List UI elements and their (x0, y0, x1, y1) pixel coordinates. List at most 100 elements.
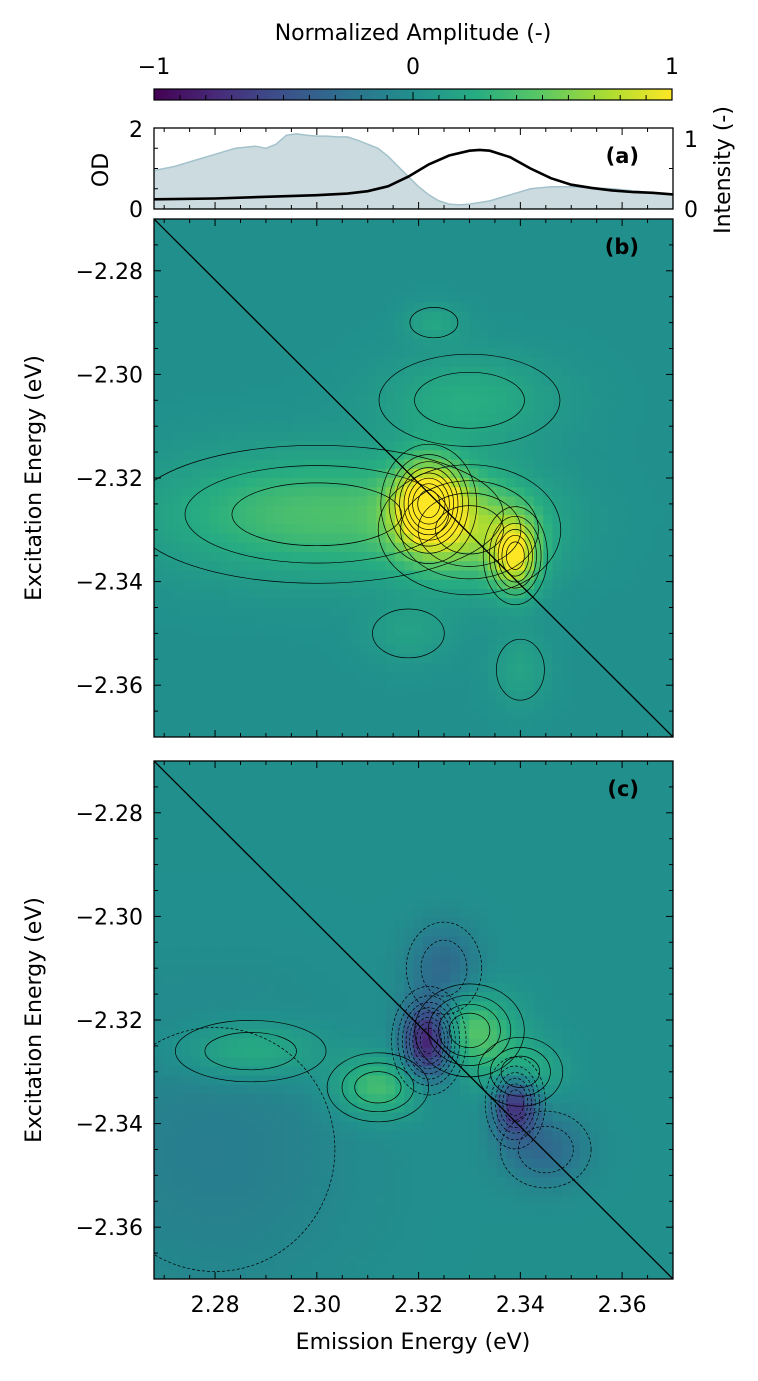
heatmap-cell (358, 395, 368, 405)
heatmap-cell (265, 561, 275, 571)
heatmap-cell (478, 617, 488, 627)
heatmap-cell (636, 460, 646, 470)
heatmap-cell (274, 265, 284, 275)
heatmap-cell (654, 728, 664, 738)
heatmap-cell (274, 219, 284, 229)
heatmap-cell (478, 663, 488, 673)
heatmap-cell (358, 376, 368, 386)
heatmap-cell (163, 441, 173, 451)
heatmap-cell (469, 432, 479, 442)
heatmap-cell (265, 1242, 275, 1252)
heatmap-cell (312, 626, 322, 636)
heatmap-cell (302, 1233, 312, 1243)
heatmap-cell (247, 386, 257, 396)
heatmap-cell (654, 358, 664, 368)
heatmap-cell (543, 247, 553, 257)
heatmap-cell (515, 608, 525, 618)
heatmap-cell (256, 312, 266, 322)
heatmap-cell (414, 376, 424, 386)
heatmap-cell (617, 376, 627, 386)
heatmap-cell (580, 386, 590, 396)
heatmap-cell (478, 709, 488, 719)
heatmap-cell (293, 580, 303, 590)
heatmap-cell (553, 460, 563, 470)
heatmap-cell (386, 826, 396, 836)
heatmap-cell (654, 404, 664, 414)
heatmap-cell (386, 321, 396, 331)
heatmap-cell (553, 663, 563, 673)
heatmap-cell (590, 284, 600, 294)
heatmap-cell (506, 330, 516, 340)
heatmap-cell (293, 844, 303, 854)
heatmap-cell (284, 635, 294, 645)
heatmap-cell (553, 478, 563, 488)
heatmap-cell (163, 608, 173, 618)
heatmap-cell (256, 955, 266, 965)
heatmap-cell (284, 937, 294, 947)
heatmap-cell (590, 339, 600, 349)
heatmap-cell (376, 635, 386, 645)
heatmap-cell (645, 672, 655, 682)
heatmap-cell (358, 321, 368, 331)
heatmap-cell (182, 330, 192, 340)
heatmap-cell (237, 1048, 247, 1058)
heatmap-cell (330, 1048, 340, 1058)
heatmap-cell (154, 404, 164, 414)
heatmap-cell (330, 432, 340, 442)
heatmap-cell (488, 404, 498, 414)
heatmap-cell (182, 983, 192, 993)
heatmap-cell (358, 413, 368, 423)
heatmap-cell (237, 1224, 247, 1234)
heatmap-cell (478, 672, 488, 682)
heatmap-cell (247, 1057, 257, 1067)
heatmap-cell (534, 728, 544, 738)
heatmap-cell (395, 909, 405, 919)
heatmap-cell (414, 293, 424, 303)
heatmap-cell (515, 423, 525, 433)
heatmap-cell (200, 844, 210, 854)
heatmap-cell (210, 1094, 220, 1104)
heatmap-cell (321, 1242, 331, 1252)
heatmap-cell (590, 524, 600, 534)
heatmap-cell (163, 432, 173, 442)
heatmap-cell (274, 626, 284, 636)
heatmap-cell (247, 1039, 257, 1049)
heatmap-cell (543, 719, 553, 729)
heatmap-cell (469, 265, 479, 275)
heatmap-cell (395, 1039, 405, 1049)
heatmap-cell (312, 1029, 322, 1039)
heatmap-cell (590, 228, 600, 238)
heatmap-cell (265, 367, 275, 377)
heatmap-cell (414, 900, 424, 910)
heatmap-cell (562, 561, 572, 571)
heatmap-cell (154, 561, 164, 571)
heatmap-cell (543, 469, 553, 479)
heatmap-cell (274, 358, 284, 368)
heatmap-cell (200, 891, 210, 901)
heatmap-cell (515, 339, 525, 349)
heatmap-cell (571, 358, 581, 368)
heatmap-cell (469, 487, 479, 497)
heatmap-cell (395, 682, 405, 692)
heatmap-cell (506, 450, 516, 460)
heatmap-cell (330, 635, 340, 645)
heatmap-cell (423, 219, 433, 229)
heatmap-cell (627, 376, 637, 386)
heatmap-cell (284, 854, 294, 864)
heatmap-cell (339, 1177, 349, 1187)
heatmap-cell (339, 992, 349, 1002)
heatmap-cell (599, 386, 609, 396)
heatmap-cell (349, 1103, 359, 1113)
heatmap-cell (265, 635, 275, 645)
heatmap-cell (534, 321, 544, 331)
heatmap-cell (191, 312, 201, 322)
heatmap-cell (247, 780, 257, 790)
heatmap-cell (237, 835, 247, 845)
heatmap-cell (274, 543, 284, 553)
heatmap-cell (293, 928, 303, 938)
heatmap-cell (386, 1150, 396, 1160)
heatmap-cell (228, 524, 238, 534)
heatmap-cell (562, 404, 572, 414)
heatmap-cell (154, 413, 164, 423)
heatmap-cell (562, 413, 572, 423)
